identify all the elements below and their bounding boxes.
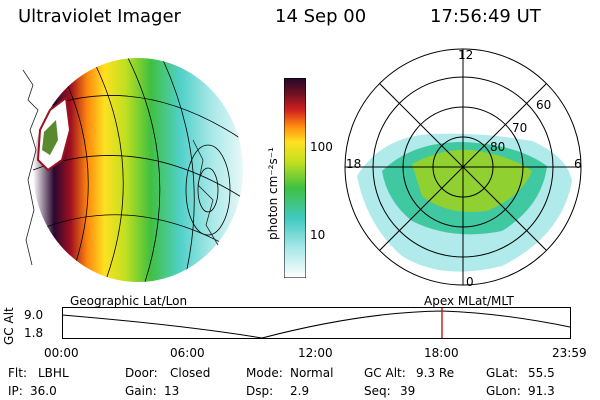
lat-label-80: 80 bbox=[490, 140, 506, 154]
altitude-track bbox=[62, 307, 571, 339]
lat-label-60: 60 bbox=[536, 98, 552, 112]
status-seq-value: 39 bbox=[400, 384, 416, 398]
colorbar-label: photon cm⁻²s⁻¹ bbox=[266, 147, 280, 240]
status-door-label: Door: bbox=[125, 366, 158, 380]
status-filter-value: LBHL bbox=[38, 366, 69, 380]
status-ip-label: IP: bbox=[8, 384, 23, 398]
land-patch bbox=[42, 120, 58, 155]
altitude-ylabel: GC Alt bbox=[2, 307, 16, 345]
altitude-xtick-1: 06:00 bbox=[170, 346, 205, 360]
aurora-inner bbox=[412, 149, 532, 212]
status-gain-value: 13 bbox=[164, 384, 180, 398]
status-ip-value: 36.0 bbox=[30, 384, 57, 398]
mlt-label-12: 12 bbox=[458, 48, 474, 62]
coastlines bbox=[22, 69, 219, 266]
status-dsp-label: Dsp: bbox=[246, 384, 274, 398]
colorbar bbox=[284, 78, 306, 278]
status-glon-label: GLon: bbox=[486, 384, 521, 398]
altitude-xtick-0: 00:00 bbox=[44, 346, 79, 360]
altitude-xtick-3: 18:00 bbox=[424, 346, 459, 360]
mlt-label-18: 18 bbox=[346, 157, 362, 171]
status-mode-label: Mode: bbox=[246, 366, 283, 380]
altitude-ytick-bottom: 1.8 bbox=[24, 326, 44, 340]
altitude-ytick-top: 9.0 bbox=[24, 308, 44, 322]
status-gain-label: Gain: bbox=[125, 384, 157, 398]
colorbar-tick-10: 10 bbox=[310, 228, 326, 242]
earth-disk bbox=[33, 58, 243, 282]
observation-date: 14 Sep 00 bbox=[275, 6, 367, 27]
status-door-value: Closed bbox=[170, 366, 211, 380]
status-filter-label: Flt: bbox=[8, 366, 27, 380]
polar-mlt-plot bbox=[344, 48, 582, 286]
status-mode-value: Normal bbox=[290, 366, 334, 380]
altitude-xtick-2: 12:00 bbox=[298, 346, 333, 360]
status-glat-label: GLat: bbox=[486, 366, 519, 380]
status-glat-value: 55.5 bbox=[528, 366, 555, 380]
geographic-panel-label: Geographic Lat/Lon bbox=[70, 294, 188, 308]
mlt-label-0: 0 bbox=[466, 275, 474, 289]
apex-panel-label: Apex MLat/MLT bbox=[424, 294, 514, 308]
polar-grid bbox=[344, 48, 582, 286]
status-glon-value: 91.3 bbox=[528, 384, 555, 398]
instrument-title: Ultraviolet Imager bbox=[18, 6, 181, 27]
status-dsp-value: 2.9 bbox=[290, 384, 310, 398]
lat-label-70: 70 bbox=[512, 121, 528, 135]
geographic-auroral-image bbox=[22, 58, 243, 282]
altitude-curve bbox=[62, 310, 571, 339]
colorbar-tick-100: 100 bbox=[310, 140, 333, 154]
altitude-xtick-4: 23:59 bbox=[552, 346, 587, 360]
status-gcalt-label: GC Alt: bbox=[364, 366, 406, 380]
mlt-label-6: 6 bbox=[574, 157, 582, 171]
status-seq-label: Seq: bbox=[364, 384, 391, 398]
status-gcalt-value: 9.3 Re bbox=[416, 366, 455, 380]
observation-time: 17:56:49 UT bbox=[430, 6, 541, 27]
